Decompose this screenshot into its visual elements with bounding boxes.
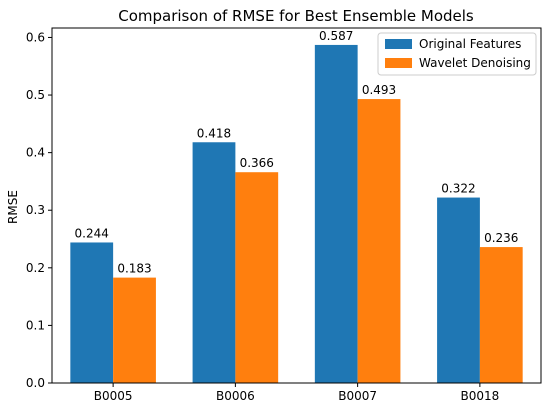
data-label: 0.322 — [441, 182, 475, 196]
y-tick-label: 0.6 — [26, 30, 45, 44]
bar — [357, 99, 401, 383]
chart-title: Comparison of RMSE for Best Ensemble Mod… — [118, 7, 474, 25]
y-tick-label: 0.5 — [26, 88, 45, 102]
y-tick-label: 0.4 — [26, 146, 45, 160]
data-label: 0.183 — [117, 262, 151, 276]
data-label: 0.587 — [319, 29, 353, 43]
legend-box — [377, 32, 537, 76]
x-tick-label: B0006 — [216, 389, 255, 403]
data-label: 0.236 — [484, 231, 518, 245]
bar — [192, 142, 236, 383]
legend-swatch — [385, 39, 412, 49]
bar — [113, 277, 156, 383]
legend: Original Features Wavelet Denoising — [377, 32, 537, 76]
x-tick-label: B0005 — [94, 389, 133, 403]
x-tick-label: B0018 — [460, 389, 499, 403]
plot-frame — [51, 27, 542, 384]
y-tick-label: 0.3 — [26, 203, 45, 217]
y-tick-label: 0.2 — [26, 261, 45, 275]
y-tick-label: 0.1 — [26, 318, 45, 332]
y-tick-label: 0.0 — [26, 376, 45, 390]
bar — [479, 247, 523, 383]
data-label: 0.366 — [240, 156, 274, 170]
legend-label: Wavelet Denoising — [419, 56, 531, 70]
data-label: 0.418 — [197, 126, 231, 140]
data-label: 0.493 — [362, 83, 396, 97]
data-label: 0.244 — [75, 226, 109, 240]
bar — [70, 242, 114, 383]
y-axis-label: RMSE — [6, 190, 20, 224]
legend-label: Original Features — [419, 37, 521, 51]
bar — [314, 44, 358, 384]
bar — [235, 172, 279, 383]
x-tick-label: B0007 — [338, 389, 377, 403]
plot-area: 0.244 0.418 0.587 0.322 0.183 0.366 0.493 0.236… — [26, 27, 542, 403]
bar — [437, 197, 480, 383]
legend-swatch — [385, 58, 412, 68]
